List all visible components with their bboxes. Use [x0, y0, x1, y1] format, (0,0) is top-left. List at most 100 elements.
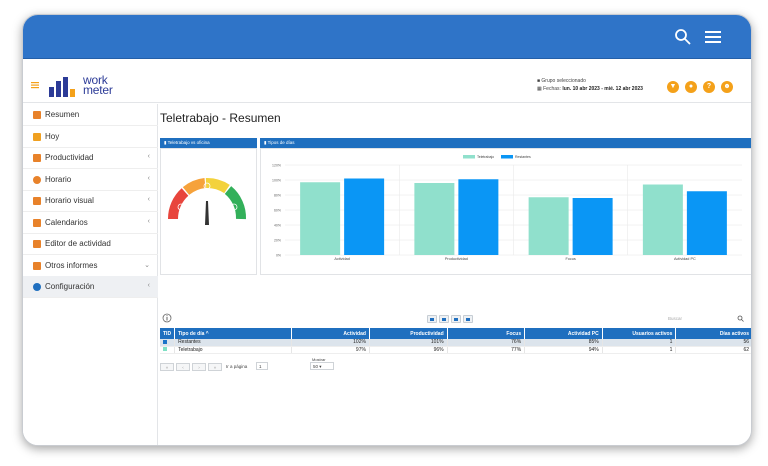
bar-restantes-actividad-pc [686, 191, 727, 255]
group-info: ■ Grupo seleccionado ▦ Fechas: lun. 10 a… [537, 77, 643, 93]
x-tick-label: Actividad PC [674, 257, 696, 261]
col-focus[interactable]: Focus [447, 328, 526, 339]
copy-tool-button[interactable] [427, 315, 437, 323]
bar-teletrabajo-focus [528, 197, 569, 255]
bar-chart: 0% 20% 40% 60% 80% 100% 120% Actividad Productiv… [272, 155, 742, 261]
last-page-button[interactable]: » [208, 363, 222, 371]
col-tipo[interactable]: Tipo de día ^ [174, 328, 293, 339]
chevron-left-icon: ‹ [147, 153, 150, 160]
sidebar-item-productividad[interactable]: Productividad ‹ [23, 147, 158, 169]
col-productividad[interactable]: Productividad [369, 328, 448, 339]
rows-select-value: 50 [313, 364, 319, 369]
filter-icon[interactable]: ▼ [667, 81, 679, 93]
chart-title: Tipos de días [267, 140, 295, 145]
col-tid[interactable]: TID [160, 328, 176, 339]
table-row[interactable]: Teletrabajo 97% 96% 77% 94% 1 62 [160, 346, 751, 354]
bar-teletrabajo-actividad [300, 182, 341, 255]
sidebar-item-configuraci-n[interactable]: Configuración ‹ [23, 276, 158, 298]
sidebar-item-label: Editor de actividad [45, 239, 111, 248]
col-usuarios[interactable]: Usuarios activos [602, 328, 677, 339]
x-tick-label: Focus [565, 257, 575, 261]
y-tick-label: 100% [272, 179, 281, 183]
logo-text: work meter [83, 73, 113, 96]
sidebar-item-editor-de-actividad[interactable]: Editor de actividad [23, 233, 158, 255]
sidebar-item-label: Horario [45, 174, 72, 184]
sidebar-item-horario-visual[interactable]: Horario visual ‹ [23, 190, 158, 212]
next-page-button[interactable]: › [192, 363, 206, 371]
gauge-icon-right [230, 203, 238, 211]
help-icon[interactable]: ? [703, 81, 715, 93]
cell-focus: 76% [447, 339, 526, 347]
search-input[interactable]: Buscar [668, 316, 683, 321]
hamburger-icon[interactable] [31, 81, 39, 89]
x-tick-label: Productividad [445, 257, 468, 261]
bell-icon[interactable]: ● [685, 81, 697, 93]
chevron-left-icon: ‹ [147, 174, 150, 182]
gauge-segment-green [224, 186, 246, 220]
table-row[interactable]: Restantes 102% 101% 76% 85% 1 56 [160, 339, 751, 347]
sidebar-item-label: Horario visual [45, 196, 94, 205]
table-search-icon[interactable] [737, 315, 744, 322]
bar-restantes-actividad [344, 178, 385, 255]
edit-icon [33, 240, 41, 248]
group-label: Grupo seleccionado [541, 78, 586, 84]
table-header-row: TID Tipo de día ^ Actividad Productivida… [160, 328, 751, 339]
logo-text-top: work [83, 73, 108, 87]
row-color-swatch [163, 339, 167, 344]
cell-productividad: 96% [369, 346, 448, 354]
col-dias[interactable]: Días activos [675, 328, 751, 339]
prev-page-button[interactable]: ‹ [176, 363, 190, 371]
bar-teletrabajo-productividad [414, 183, 455, 255]
gauge-panel-header: ▮ Teletrabajo vs oficina [160, 138, 257, 148]
search-icon[interactable] [673, 27, 693, 47]
gauge-icon-left [177, 203, 185, 211]
gauge-chart [167, 178, 246, 225]
clock-icon [33, 175, 41, 184]
excel-tool-button[interactable] [451, 315, 461, 323]
chevron-down-icon: ▾ [319, 364, 322, 369]
chart-panel: 0% 20% 40% 60% 80% 100% 120% Actividad Productiv… [260, 148, 751, 275]
sidebar-item-hoy[interactable]: Hoy [23, 126, 158, 148]
sidebar-item-horario[interactable]: Horario ‹ [23, 169, 158, 191]
chart-panel-header: ▮ Tipos de días [260, 138, 751, 148]
sidebar-item-calendarios[interactable]: Calendarios ‹ [23, 212, 158, 234]
row-color-swatch [163, 347, 167, 352]
bar-restantes-focus [572, 198, 613, 255]
chevron-left-icon: ‹ [147, 196, 150, 203]
y-tick-label: 60% [274, 209, 281, 213]
cell-tipo: Restantes [174, 339, 293, 347]
sidebar-item-otros-informes[interactable]: Otros informes ⌄ [23, 255, 158, 277]
info-icon[interactable] [162, 313, 172, 323]
rows-select[interactable]: 50 ▾ [310, 362, 334, 370]
user-icon[interactable]: ☻ [721, 81, 733, 93]
cell-dias: 56 [675, 339, 751, 347]
gear-icon [33, 283, 41, 291]
cell-usuarios: 1 [602, 339, 677, 347]
dates-value[interactable]: lun. 10 abr 2023 - mié. 12 abr 2023 [562, 86, 643, 92]
csv-tool-button[interactable] [439, 315, 449, 323]
print-tool-button[interactable] [463, 315, 473, 323]
legend-swatch-restantes [501, 155, 513, 159]
chart-icon [33, 154, 41, 162]
row-color-cell [160, 339, 176, 347]
cell-actividad: 102% [291, 339, 370, 347]
page-input[interactable]: 1 [256, 362, 268, 370]
chevron-left-icon: ‹ [147, 282, 150, 289]
workmeter-logo-icon [49, 77, 75, 97]
sidebar-item-resumen[interactable]: Resumen [23, 104, 158, 126]
col-actividad-pc[interactable]: Actividad PC [524, 328, 603, 339]
menu-icon[interactable] [703, 27, 723, 47]
cell-actividad: 97% [291, 346, 370, 354]
table-search[interactable]: Buscar [666, 314, 746, 324]
legend-label-teletrabajo: Teletrabajo [477, 155, 494, 159]
y-tick-label: 40% [274, 224, 281, 228]
calendar-icon [33, 218, 41, 227]
gauge-panel [160, 148, 257, 275]
top-bar [23, 15, 751, 59]
bar-chart-icon [33, 197, 41, 205]
first-page-button[interactable]: « [160, 363, 174, 371]
cell-productividad: 101% [369, 339, 448, 347]
gauge-needle [205, 201, 209, 225]
chart-icon: ▮ [264, 140, 267, 145]
col-actividad[interactable]: Actividad [291, 328, 370, 339]
